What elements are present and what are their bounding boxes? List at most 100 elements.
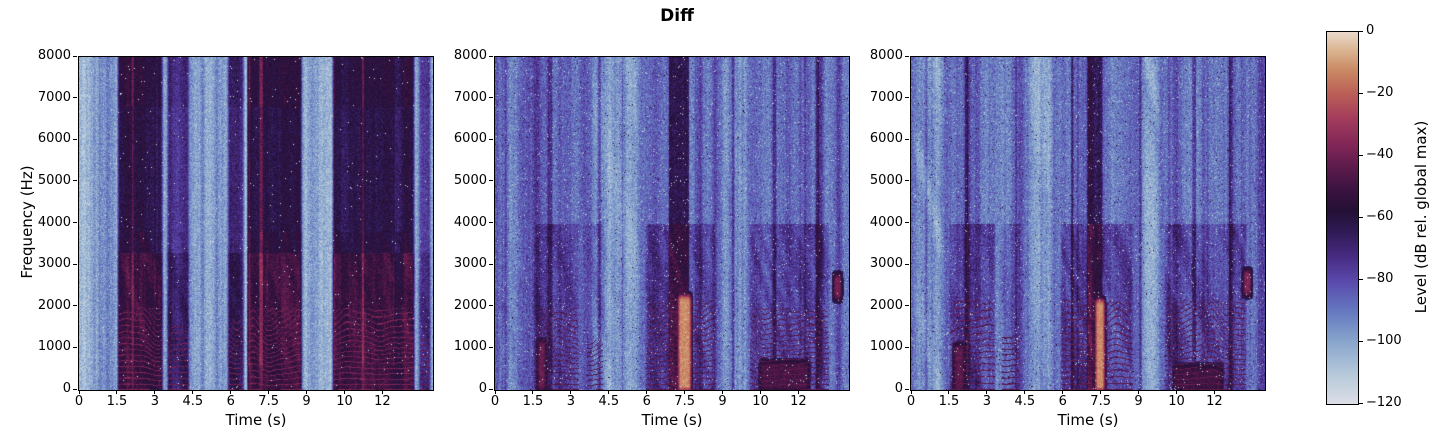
y-tick-label: 4000: [37, 214, 71, 230]
x-tick-mark: [1024, 390, 1026, 394]
x-tick-label: 0: [490, 394, 500, 409]
x-tick-mark: [1100, 390, 1102, 394]
x-tick-label: 1.5: [106, 394, 128, 409]
colorbar-tick-label: −60: [1366, 209, 1394, 224]
y-tick-label: 7000: [453, 89, 487, 105]
x-tick-mark: [344, 390, 345, 394]
y-tick-mark: [905, 388, 909, 390]
y-tick-label: 4000: [869, 214, 903, 230]
colorbar-tick-label: −100: [1366, 333, 1402, 348]
x-tick-label: 9: [302, 394, 311, 409]
x-tick-label: 10: [1168, 394, 1185, 409]
y-tick-mark: [489, 305, 493, 307]
x-tick-label: 10: [752, 394, 769, 409]
x-tick-label: 4.5: [1014, 394, 1036, 409]
colorbar-tick-mark: [1359, 92, 1363, 94]
y-tick-mark: [905, 55, 909, 57]
y-tick-mark: [73, 138, 77, 140]
x-tick-label: 4.5: [598, 394, 620, 409]
x-tick-label: 7.5: [1090, 394, 1111, 409]
x-tick-mark: [230, 390, 232, 394]
x-tick-label: 7.5: [258, 394, 279, 409]
x-tick-mark: [646, 390, 648, 394]
x-tick-mark: [986, 390, 988, 394]
colorbar-tick-mark: [1359, 402, 1363, 404]
y-tick-mark: [73, 55, 77, 57]
x-tick-label: 4.5: [182, 394, 204, 409]
x-axis-label-1: Time (s): [225, 411, 287, 429]
y-tick-mark: [73, 180, 77, 182]
x-tick-label: 12: [1206, 394, 1223, 409]
y-tick-label: 3000: [453, 256, 487, 272]
y-tick-mark: [905, 97, 909, 99]
y-tick-label: 4000: [453, 214, 487, 230]
y-tick-label: 0: [894, 381, 903, 396]
y-tick-label: 0: [478, 381, 487, 396]
y-tick-label: 1000: [453, 339, 487, 355]
y-tick-label: 3000: [37, 256, 71, 272]
y-tick-mark: [73, 388, 77, 390]
y-tick-mark: [489, 388, 493, 390]
y-tick-mark: [489, 55, 493, 57]
y-tick-mark: [489, 222, 493, 223]
x-tick-label: 6: [226, 394, 235, 409]
figure-title: Diff: [660, 6, 694, 26]
y-tick-mark: [905, 263, 909, 265]
x-tick-mark: [1138, 390, 1140, 394]
x-tick-label: 3: [150, 394, 159, 409]
x-axis-label-3: Time (s): [1057, 411, 1119, 429]
x-tick-mark: [532, 390, 534, 394]
y-tick-label: 0: [62, 381, 71, 396]
x-tick-mark: [910, 390, 912, 394]
colorbar-tick-label: 0: [1366, 23, 1375, 38]
y-tick-mark: [489, 180, 493, 182]
colorbar-tick-mark: [1359, 154, 1363, 156]
x-tick-mark: [1176, 390, 1177, 394]
x-tick-mark: [1062, 390, 1064, 394]
y-tick-label: 6000: [869, 131, 903, 147]
colorbar-label: Level (dB rel. global max): [1412, 120, 1430, 314]
x-tick-mark: [608, 390, 610, 394]
x-tick-mark: [306, 390, 308, 394]
y-tick-mark: [905, 138, 909, 140]
y-tick-label: 2000: [869, 297, 903, 313]
x-tick-mark: [760, 390, 761, 394]
y-tick-mark: [905, 346, 909, 348]
y-tick-label: 1000: [37, 339, 71, 355]
x-tick-label: 9: [718, 394, 727, 409]
y-tick-mark: [905, 305, 909, 307]
x-tick-mark: [494, 390, 496, 394]
x-tick-mark: [116, 390, 118, 394]
colorbar-tick-mark: [1359, 30, 1363, 32]
x-tick-mark: [684, 390, 686, 394]
colorbar-tick-label: −80: [1366, 271, 1394, 286]
y-tick-label: 2000: [37, 297, 71, 313]
spectrogram-heatmap-3: [910, 56, 1266, 391]
x-tick-label: 1.5: [938, 394, 960, 409]
x-tick-mark: [192, 390, 194, 394]
x-tick-label: 9: [1134, 394, 1143, 409]
y-tick-mark: [489, 346, 493, 348]
colorbar-tick-label: −20: [1366, 85, 1394, 100]
y-tick-mark: [73, 305, 77, 307]
x-tick-label: 12: [790, 394, 807, 409]
y-tick-label: 6000: [37, 131, 71, 147]
x-tick-mark: [722, 390, 724, 394]
y-tick-mark: [489, 97, 493, 99]
y-tick-label: 6000: [453, 131, 487, 147]
x-tick-label: 10: [336, 394, 353, 409]
y-tick-label: 5000: [869, 172, 903, 188]
x-tick-mark: [797, 390, 799, 394]
x-tick-label: 0: [906, 394, 916, 409]
x-tick-label: 3: [566, 394, 575, 409]
x-tick-mark: [948, 390, 950, 394]
colorbar-tick-mark: [1359, 340, 1363, 342]
y-tick-mark: [73, 263, 77, 265]
colorbar-tick-label: −40: [1366, 147, 1394, 162]
x-tick-mark: [154, 390, 156, 394]
y-tick-mark: [73, 222, 77, 223]
y-tick-label: 3000: [869, 256, 903, 272]
y-tick-mark: [905, 180, 909, 182]
y-tick-label: 8000: [37, 48, 71, 63]
